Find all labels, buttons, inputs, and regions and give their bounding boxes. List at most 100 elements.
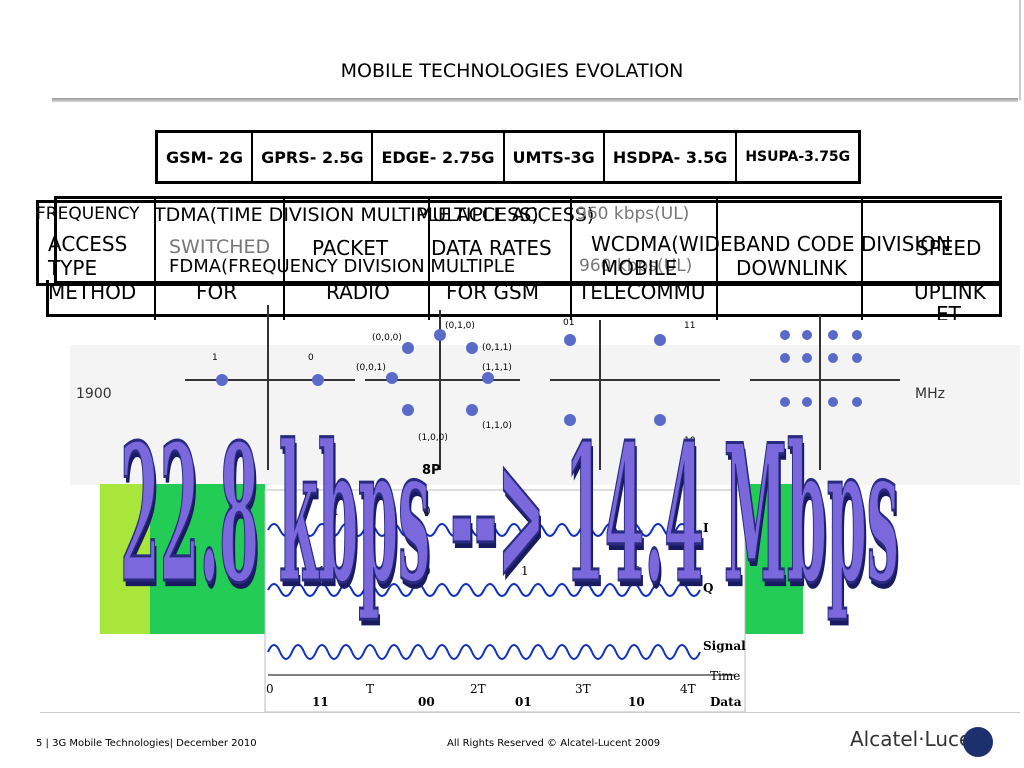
- col-line: [570, 196, 572, 320]
- overlapping-spec-rows: FREQUENCY TDMA(TIME DIVISION MULTIPLE AC…: [36, 196, 1002, 320]
- svg-text:0: 0: [521, 504, 529, 518]
- svg-text:2T: 2T: [470, 682, 486, 696]
- generations-table: GSM- 2G GPRS- 2.5G EDGE- 2.75G UMTS-3G H…: [155, 130, 862, 184]
- cell-packet: PACKET: [312, 236, 389, 260]
- svg-text:1: 1: [318, 564, 326, 578]
- gen-hsupa: HSUPA-3.75G: [735, 130, 861, 184]
- svg-text:0: 0: [423, 564, 431, 578]
- cell-type: TYPE: [48, 256, 98, 280]
- waveform-labels: 1 0 0 1 1 0 1 0 I Q Signal Time Data 0 T…: [266, 504, 746, 709]
- cell-switched: SWITCHED: [169, 236, 271, 258]
- label-0: 0: [308, 353, 314, 363]
- title-underline: [52, 98, 1018, 102]
- label-001: (0,0,1): [356, 363, 386, 373]
- row-box-1: [36, 200, 1002, 286]
- footer-rule: [40, 712, 1020, 713]
- cell-tdma: TDMA(TIME DIVISION MULTIPLE ACCESS): [154, 204, 539, 226]
- row-box-3: [46, 280, 1002, 317]
- col-line: [716, 196, 718, 320]
- q-label: Q: [703, 581, 713, 595]
- col-line: [428, 196, 430, 320]
- label-100: (1,0,0): [418, 433, 448, 443]
- footer-copyright: All Rights Reserved © Alcatel-Lucent 200…: [447, 738, 661, 749]
- svg-text:1: 1: [332, 504, 340, 518]
- freq-1900: 1900: [76, 386, 112, 402]
- svg-text:1: 1: [630, 504, 638, 518]
- cell-method: METHOD: [48, 280, 137, 304]
- label-10: 10: [684, 436, 696, 446]
- svg-text:0: 0: [266, 682, 274, 696]
- col-line: [283, 196, 285, 320]
- cell-for: FOR: [196, 280, 238, 304]
- svg-text:11: 11: [312, 695, 329, 709]
- gen-umts: UMTS-3G: [502, 130, 605, 184]
- svg-text:0: 0: [423, 504, 431, 518]
- cell-mobile: MOBILE: [601, 256, 678, 280]
- signal-label: Signal: [703, 639, 746, 653]
- constellation-axes: [185, 305, 900, 470]
- gen-gprs: GPRS- 2.5G: [251, 130, 374, 184]
- i-wave: [267, 523, 701, 537]
- cell-uplink: UPLINK: [914, 280, 986, 304]
- generations-row: GSM- 2G GPRS- 2.5G EDGE- 2.75G UMTS-3G H…: [155, 130, 861, 184]
- green-block-3: [740, 484, 803, 634]
- gen-gsm: GSM- 2G: [155, 130, 254, 184]
- constellation-strip: [70, 345, 1020, 485]
- brand-logo-icon: [963, 727, 993, 757]
- cell-ul-rate: 960 kbps(UL): [579, 256, 693, 276]
- label-110: (1,1,0): [482, 421, 512, 431]
- time-label: Time: [710, 669, 740, 683]
- label-010: (0,1,0): [445, 321, 475, 331]
- svg-text:10: 10: [628, 695, 645, 709]
- cell-data-rates: DATA RATES: [431, 236, 552, 260]
- gen-edge: EDGE- 2.75G: [371, 130, 505, 184]
- cell-et: ET: [936, 302, 961, 320]
- label-1: 1: [212, 353, 218, 363]
- data-label: Data: [710, 695, 742, 709]
- footer-slide-info: 5 | 3G Mobile Technologies| December 201…: [36, 738, 257, 749]
- right-edge-rule: [1019, 0, 1021, 100]
- green-block-1: [100, 484, 152, 634]
- green-block-2: [150, 484, 265, 634]
- svg-text:01: 01: [515, 695, 532, 709]
- svg-text:00: 00: [418, 695, 435, 709]
- constellation-labels: 1 0 (0,0,0) (0,1,0) (0,0,1) (0,1,1) (1,1…: [212, 318, 696, 446]
- cell-frequency: FREQUENCY: [36, 204, 140, 224]
- speed-overlay: 22.8 kbps --> 14.4 Mbps 22.8 kbps --> 14…: [119, 402, 901, 631]
- svg-text:T: T: [366, 682, 374, 696]
- svg-text:3T: 3T: [575, 682, 591, 696]
- label-11: 11: [684, 321, 695, 331]
- cell-downlink: DOWNLINK: [736, 256, 847, 280]
- cell-telecommu: TELECOMMU: [578, 280, 706, 304]
- cell-fdma-overlap: MULTIPLE ACCESS): [416, 204, 595, 226]
- svg-text:0: 0: [633, 564, 641, 578]
- label-01: 01: [563, 318, 574, 328]
- cell-speed: SPEED: [916, 236, 982, 260]
- cell-for-gsm: FOR GSM: [446, 280, 539, 304]
- label-000: (0,0,0): [372, 333, 402, 343]
- speed-overlay-shadow: 22.8 kbps --> 14.4 Mbps: [122, 409, 901, 631]
- q-wave: [267, 583, 701, 597]
- i-label: I: [703, 521, 709, 535]
- cell-access: ACCESS: [48, 232, 128, 256]
- label-111: (1,1,1): [482, 363, 512, 373]
- psk-label: 8P: [422, 463, 441, 478]
- row-box-2: [54, 196, 1002, 284]
- cell-wcdma: WCDMA(WIDEBAND CODE DIVISION: [591, 232, 951, 256]
- cell-rate-overlap: 960 kbps(UL): [576, 204, 690, 224]
- svg-text:1: 1: [521, 564, 529, 578]
- gen-hsdpa: HSDPA- 3.5G: [602, 130, 738, 184]
- label-011: (0,1,1): [482, 343, 512, 353]
- signal-wave: [267, 644, 701, 660]
- mhz-label: MHz: [915, 386, 945, 402]
- col-line: [861, 196, 863, 320]
- col-line: [154, 196, 156, 320]
- cell-radio: RADIO: [326, 280, 390, 304]
- slide-title: MOBILE TECHNOLOGIES EVOLATION: [340, 60, 684, 82]
- constellation-points: [216, 329, 862, 426]
- svg-text:4T: 4T: [680, 682, 696, 696]
- cell-fdma: FDMA(FREQUENCY DIVISION MULTIPLE: [169, 256, 516, 277]
- speed-overlay-text: 22.8 kbps --> 14.4 Mbps: [120, 403, 899, 625]
- waveforms: [267, 523, 701, 660]
